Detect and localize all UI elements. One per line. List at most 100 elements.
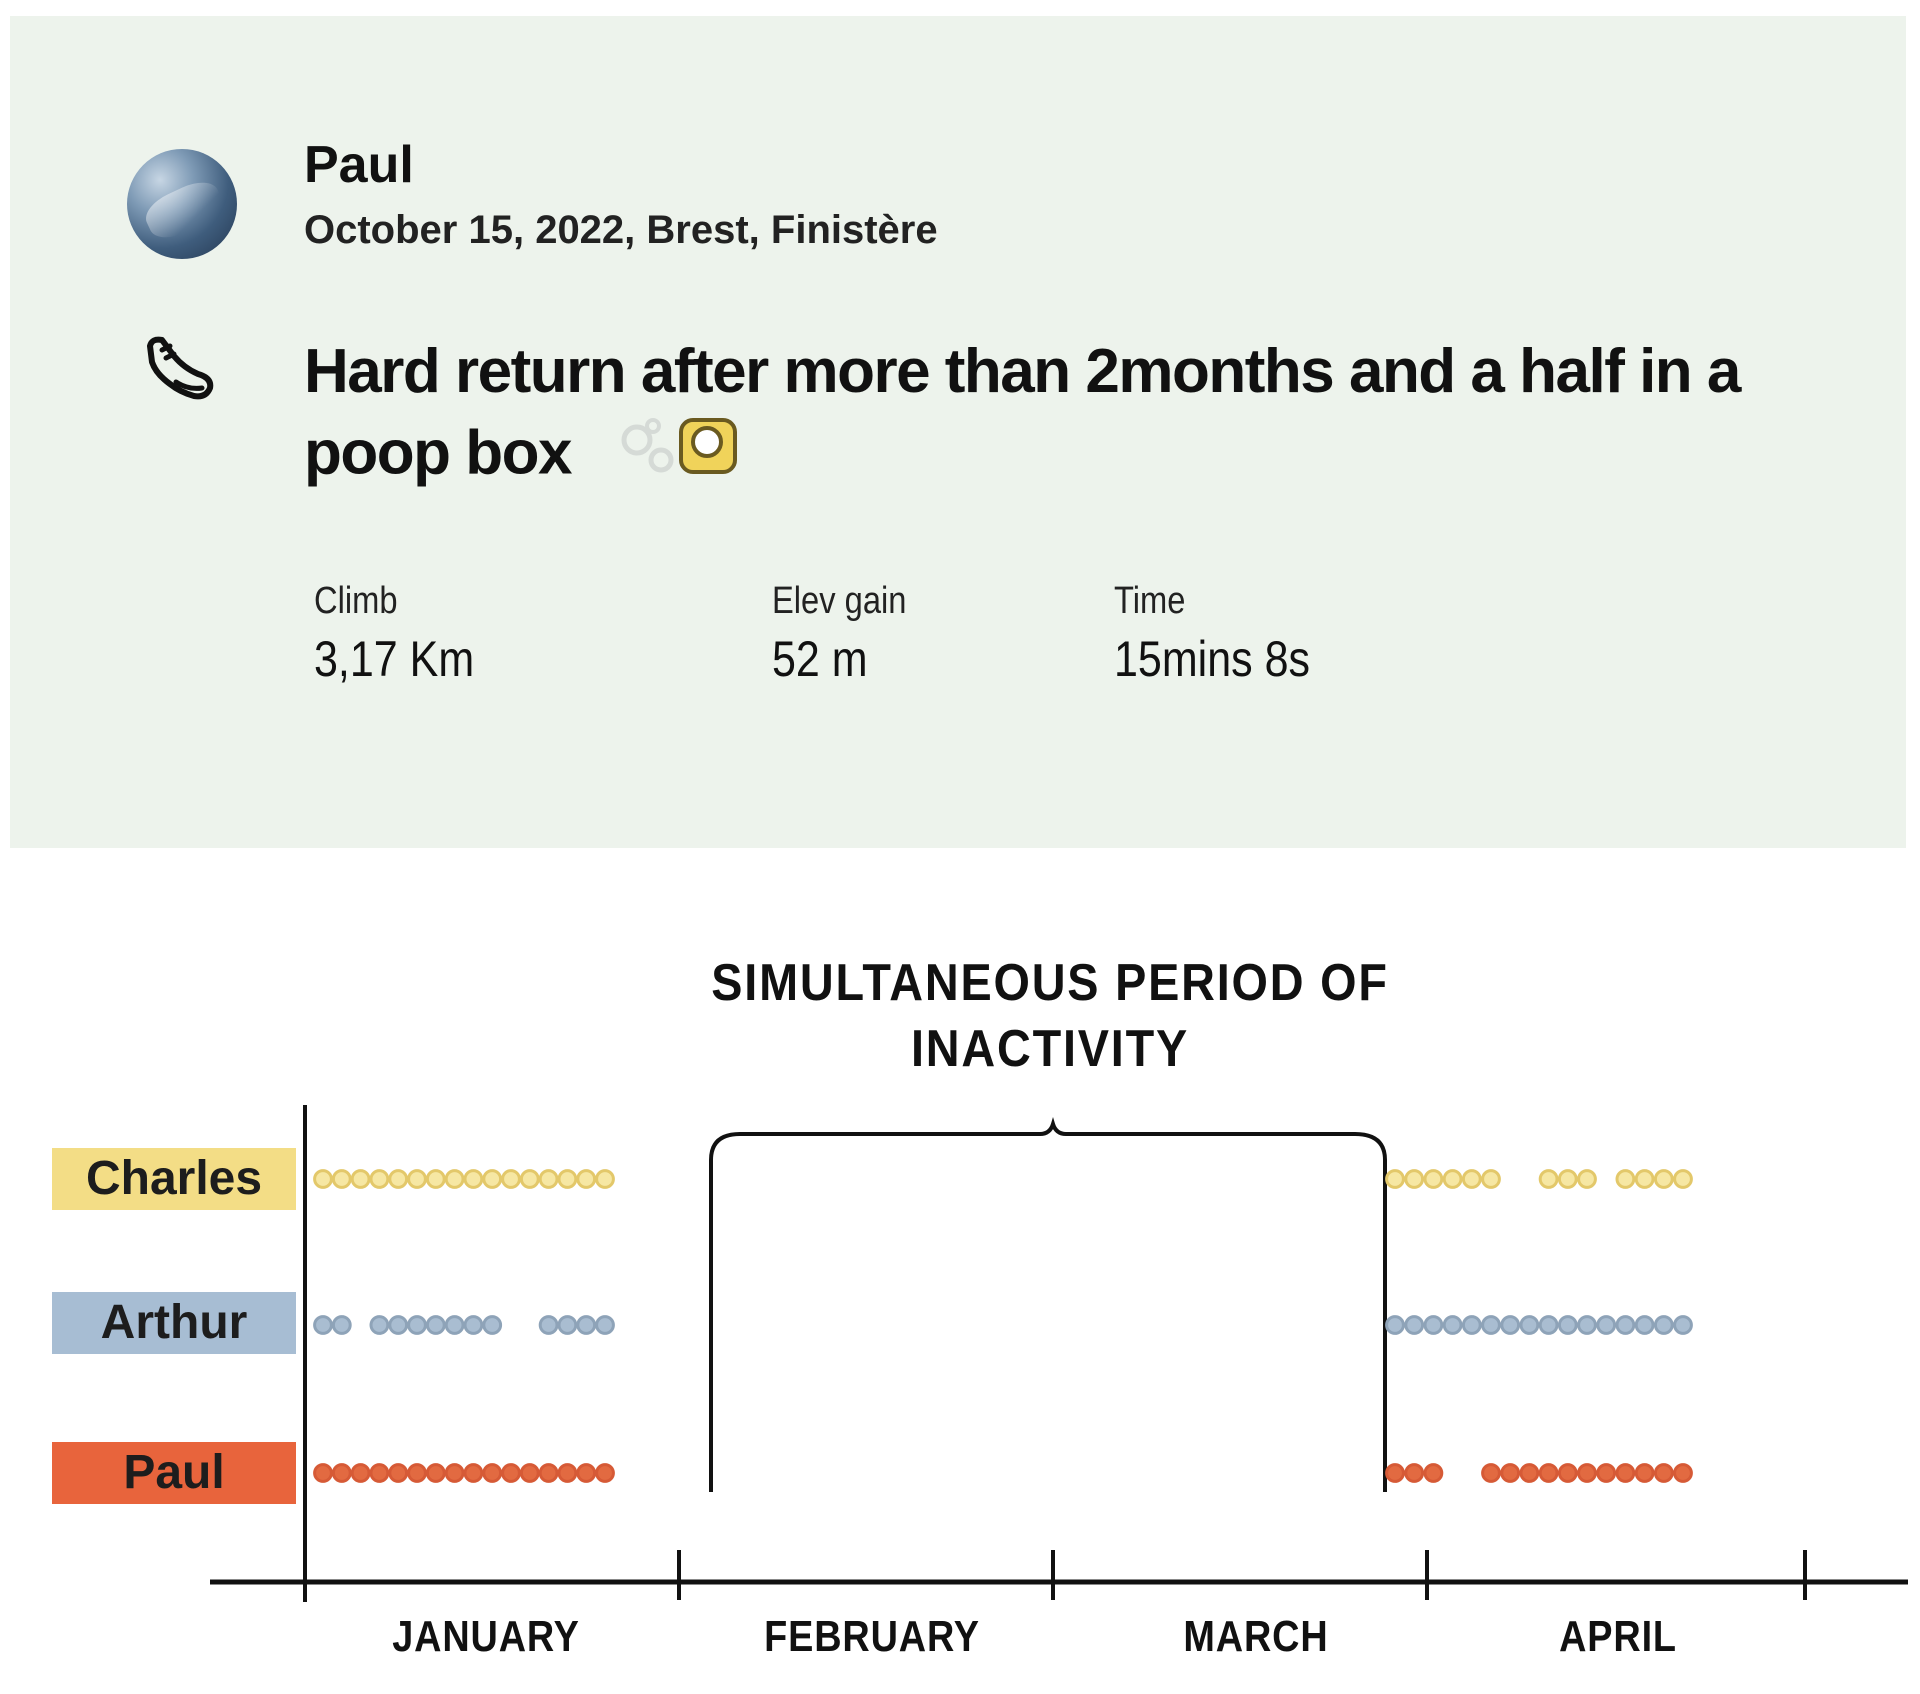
- activity-dot-arthur: [388, 1315, 409, 1335]
- activity-dot-arthur: [425, 1315, 446, 1335]
- activity-dot-paul: [463, 1463, 484, 1483]
- activity-dot-charles: [1615, 1169, 1636, 1189]
- activity-dot-charles: [331, 1169, 352, 1189]
- activity-dot-charles: [444, 1169, 465, 1189]
- stat-time-label: Time: [1114, 580, 1186, 622]
- activity-dot-charles: [1538, 1169, 1559, 1189]
- activity-dot-arthur: [1557, 1315, 1578, 1335]
- activity-dot-paul: [1423, 1463, 1444, 1483]
- activity-dot-paul: [1538, 1463, 1559, 1483]
- activity-dot-arthur: [331, 1315, 352, 1335]
- activity-dot-arthur: [1500, 1315, 1521, 1335]
- activity-dot-paul: [538, 1463, 559, 1483]
- activity-dot-arthur: [1481, 1315, 1501, 1335]
- activity-dot-charles: [1653, 1169, 1674, 1189]
- series-label-arthur: Arthur: [52, 1292, 296, 1354]
- activity-dot-charles: [1577, 1169, 1597, 1189]
- stat-time-value: 15mins 8s: [1114, 631, 1310, 687]
- activity-dot-arthur: [313, 1315, 333, 1335]
- activity-dot-arthur: [463, 1315, 484, 1335]
- activity-dot-arthur: [1538, 1315, 1559, 1335]
- activity-dot-arthur: [482, 1315, 503, 1335]
- activity-dot-charles: [1442, 1169, 1463, 1189]
- activity-dot-charles: [407, 1169, 427, 1189]
- activity-dot-arthur: [1615, 1315, 1636, 1335]
- activity-dot-arthur: [1653, 1315, 1674, 1335]
- activity-dot-paul: [1596, 1463, 1617, 1483]
- post-date-location: October 15, 2022, Brest, Finistère: [304, 208, 938, 252]
- activity-dot-charles: [1423, 1169, 1444, 1189]
- stat-climb-value: 3,17 Km: [314, 631, 475, 687]
- activity-dot-charles: [425, 1169, 446, 1189]
- activity-dot-charles: [595, 1169, 615, 1189]
- activity-dot-arthur: [1404, 1315, 1425, 1335]
- stat-climb-label: Climb: [314, 580, 398, 622]
- activity-dot-charles: [557, 1169, 578, 1189]
- activity-dot-charles: [1673, 1169, 1693, 1189]
- activity-dot-arthur: [1673, 1315, 1693, 1335]
- post-title[interactable]: Hard return after more than 2months and …: [304, 332, 1804, 502]
- activity-dot-paul: [1653, 1463, 1674, 1483]
- activity-dot-arthur: [1442, 1315, 1463, 1335]
- user-avatar[interactable]: [127, 149, 237, 259]
- month-label-february: FEBRUARY: [764, 1612, 980, 1661]
- activity-dot-charles: [313, 1169, 333, 1189]
- activity-dot-arthur: [1634, 1315, 1655, 1335]
- activity-dot-arthur: [1519, 1315, 1540, 1335]
- bubbles-emoji-icon: [615, 412, 745, 502]
- chart-title: SIMULTANEOUS PERIOD OF INACTIVITY: [711, 954, 1389, 1078]
- activity-dot-paul: [1615, 1463, 1636, 1483]
- activity-dot-arthur: [1596, 1315, 1617, 1335]
- activity-dot-paul: [313, 1463, 333, 1483]
- activity-dot-charles: [350, 1169, 371, 1189]
- user-name[interactable]: Paul: [304, 136, 414, 194]
- activity-dot-charles: [1404, 1169, 1425, 1189]
- month-label-march: MARCH: [1183, 1612, 1329, 1661]
- activity-dot-arthur: [1385, 1315, 1405, 1335]
- activity-dot-paul: [1385, 1463, 1405, 1483]
- activity-dot-charles: [369, 1169, 390, 1189]
- activity-dot-paul: [1577, 1463, 1597, 1483]
- activity-dot-arthur: [369, 1315, 390, 1335]
- activity-dot-arthur: [444, 1315, 465, 1335]
- activity-dot-charles: [1481, 1169, 1501, 1189]
- month-label-january: JANUARY: [392, 1612, 580, 1661]
- activity-dot-paul: [557, 1463, 578, 1483]
- activity-dot-charles: [1634, 1169, 1655, 1189]
- activity-card: [10, 16, 1906, 848]
- activity-dot-charles: [482, 1169, 503, 1189]
- activity-dot-paul: [350, 1463, 371, 1483]
- activity-dot-paul: [1404, 1463, 1425, 1483]
- stat-elev-gain-value: 52 m: [772, 631, 868, 687]
- activity-dot-paul: [501, 1463, 521, 1483]
- activity-dot-paul: [331, 1463, 352, 1483]
- running-shoe-icon: [147, 336, 214, 400]
- activity-dot-paul: [425, 1463, 446, 1483]
- series-label-paul: Paul: [52, 1442, 296, 1504]
- activity-dot-charles: [463, 1169, 484, 1189]
- activity-dot-arthur: [538, 1315, 559, 1335]
- activity-dot-arthur: [1461, 1315, 1482, 1335]
- activity-dot-charles: [1557, 1169, 1578, 1189]
- activity-dot-charles: [576, 1169, 597, 1189]
- activity-dot-arthur: [557, 1315, 578, 1335]
- activity-dot-charles: [519, 1169, 540, 1189]
- activity-dot-arthur: [595, 1315, 615, 1335]
- activity-dot-paul: [1673, 1463, 1693, 1483]
- activity-dot-arthur: [576, 1315, 597, 1335]
- activity-dot-paul: [519, 1463, 540, 1483]
- inactivity-bracket: [709, 1117, 1387, 1161]
- activity-dot-paul: [444, 1463, 465, 1483]
- activity-dot-paul: [407, 1463, 427, 1483]
- stat-elev-gain-label: Elev gain: [772, 580, 907, 622]
- activity-dot-paul: [576, 1463, 597, 1483]
- activity-dot-charles: [501, 1169, 521, 1189]
- activity-dot-arthur: [1423, 1315, 1444, 1335]
- post-title-text: Hard return after more than 2months and …: [304, 337, 1741, 488]
- activity-dot-paul: [369, 1463, 390, 1483]
- activity-dot-charles: [538, 1169, 559, 1189]
- activity-dot-charles: [1385, 1169, 1405, 1189]
- series-label-charles: Charles: [52, 1148, 296, 1210]
